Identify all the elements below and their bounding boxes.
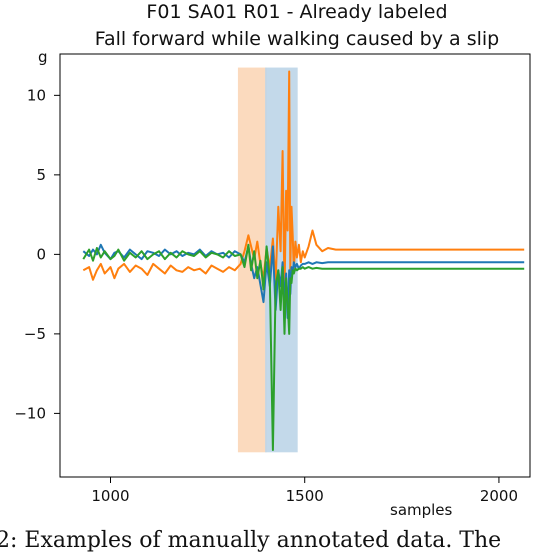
x-tick-label: 2000 (480, 487, 518, 505)
chart-subtitle: Fall forward while walking caused by a s… (95, 28, 499, 50)
series-line-3 (82, 243, 525, 451)
y-ticks: 10 5 0 −5 −10 (14, 86, 60, 422)
y-tick-label: 5 (36, 166, 46, 184)
x-tick-label: 1000 (91, 487, 129, 505)
x-axis-label: samples (390, 501, 453, 519)
figure-caption: 2: Examples of manually annotated data. … (0, 528, 502, 553)
y-tick-label: 0 (36, 245, 46, 263)
series-line-2 (82, 243, 525, 319)
x-tick-label: 1500 (286, 487, 324, 505)
plot-frame (59, 53, 531, 478)
y-tick-label: −10 (14, 404, 46, 422)
y-axis-unit: g (38, 48, 48, 66)
series-line-1 (82, 70, 525, 296)
chart-title: F01 SA01 R01 - Already labeled (146, 1, 447, 23)
x-ticks: 1000 1500 2000 (91, 477, 518, 505)
series-lines (82, 70, 525, 451)
y-tick-label: −5 (24, 325, 46, 343)
y-tick-label: 10 (27, 86, 46, 104)
